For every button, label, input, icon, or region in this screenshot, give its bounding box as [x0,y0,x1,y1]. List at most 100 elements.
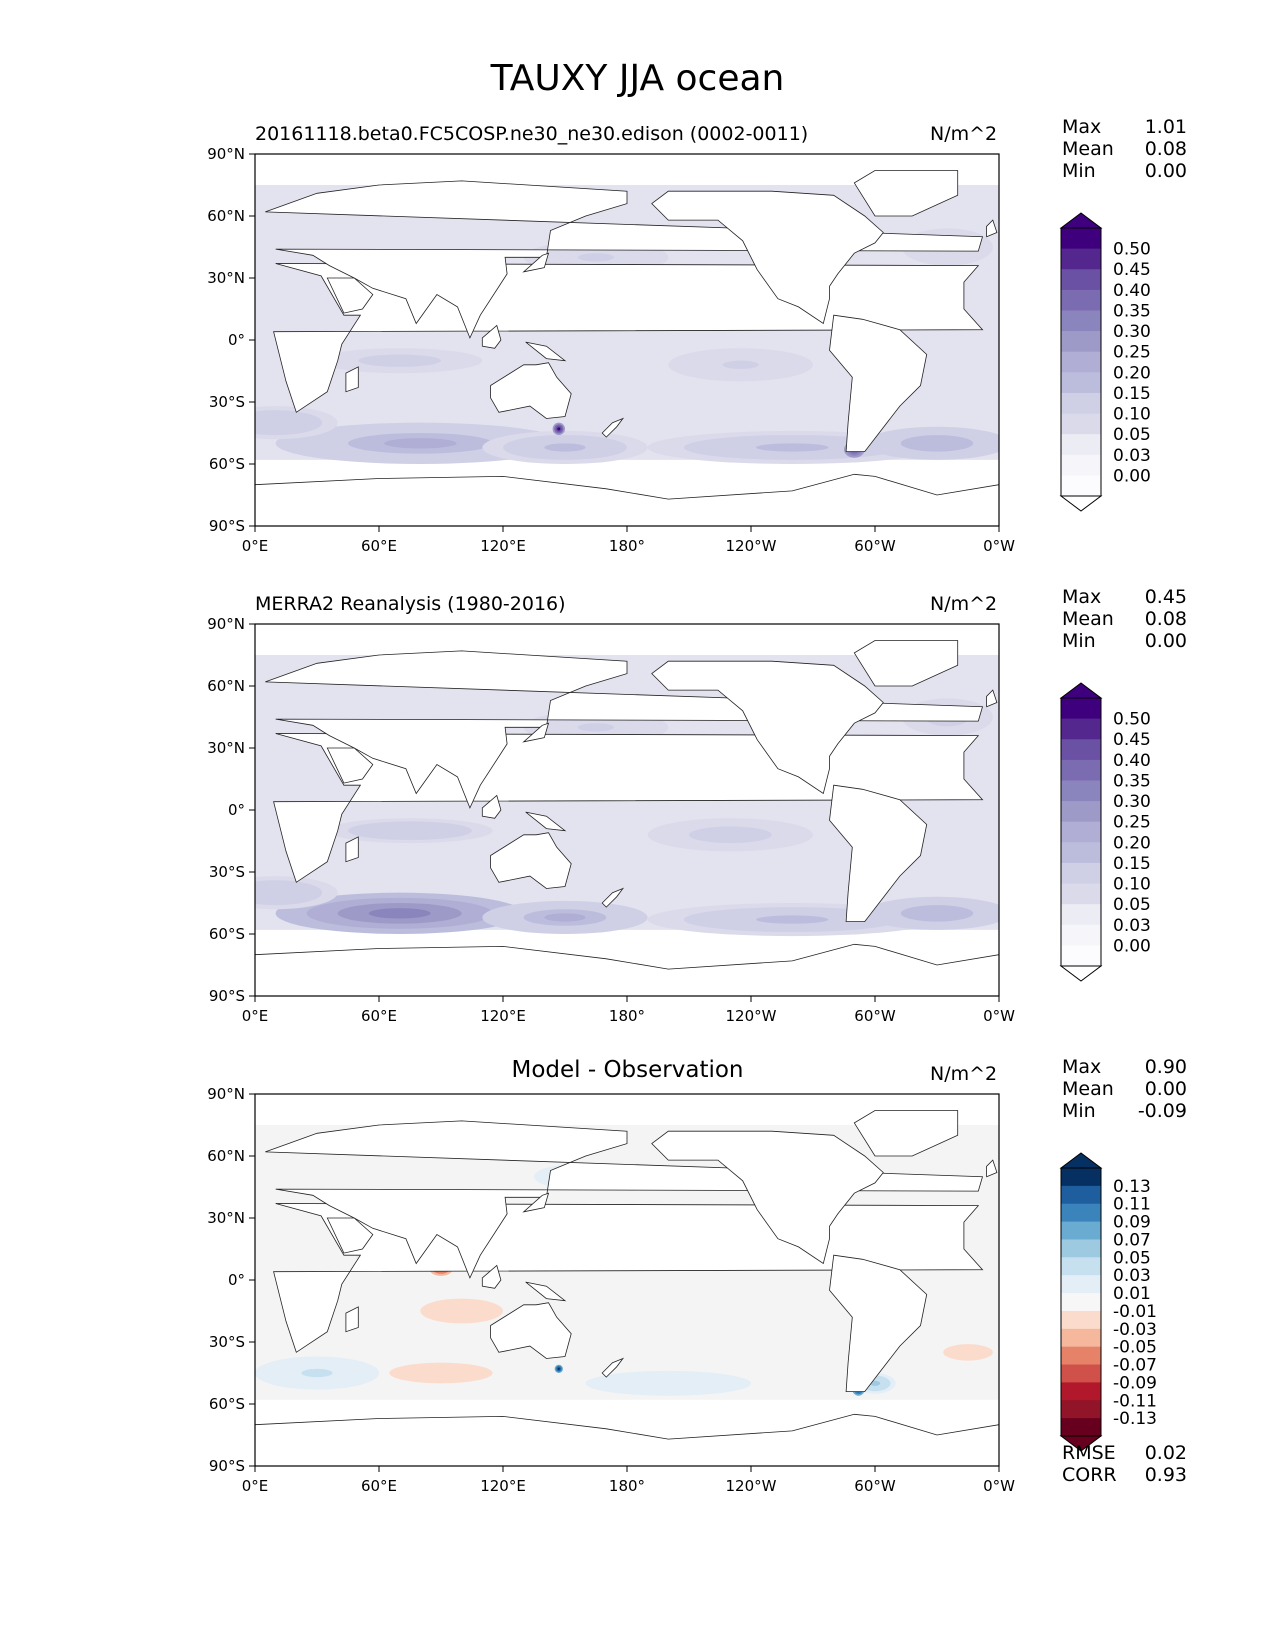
panel2-land-borneo [481,794,502,819]
panel3-rmse-value: 0.02 [1144,1442,1187,1464]
panel1-field-patch [756,443,829,452]
panel2-colorbar-segment [1061,821,1101,843]
panel1-colorbar-label: 0.45 [1113,260,1151,280]
panel3-land-japan [522,1192,550,1213]
panel2-colorbar-frame [1060,697,1102,967]
panel1-y-tick-label: 0° [228,331,245,349]
panel2-land-japan [522,722,550,743]
panel3-colorbar-label: 0.09 [1113,1213,1151,1233]
panel1-land-greenland [853,170,959,217]
panel3-x-tick-label: 60°E [361,1477,397,1495]
panel3-x-tick-label: 120°E [480,1477,526,1495]
panel3-colorbar-segment [1061,1239,1101,1258]
panel1-land-madagascar [345,366,359,393]
panel1-y-tick-label: 90°N [207,145,245,163]
panel2-colorbar-label: 0.30 [1113,792,1151,812]
panel3-colorbar-segment [1061,1257,1101,1276]
panel1-land-south-america [829,314,928,453]
panel3-field-patch [647,1380,689,1387]
panel3-land-madagascar [345,1306,359,1333]
panel3-corr-label: CORR [1062,1464,1117,1486]
panel1-field-patch [918,439,956,448]
panel3-max-label: Max [1062,1056,1102,1078]
panel3-colorbar-segment [1061,1418,1101,1437]
panel2-land-uk [986,689,998,708]
panel3-colorbar-segment [1061,1293,1101,1312]
panel2-colorbar-segment [1061,759,1101,782]
panel3-y-tick-label: 90°N [207,1085,245,1103]
panel1-y-tick-label: 60°N [207,207,245,225]
panel3-x-tick-label: 0°W [983,1477,1015,1495]
panel2-field-patch [544,913,586,922]
panel1-x-tick-label: 60°E [361,537,397,555]
panel1-colorbar-label: 0.50 [1113,240,1151,260]
panel3-y-tick-label: 90°S [209,1457,245,1475]
panel3-land-arabia [326,1217,374,1254]
panel1-colorbar-segment [1061,310,1101,332]
panel2-colorbar-label: 0.35 [1113,772,1151,792]
panel1-field-patch [379,357,421,364]
panel2-y-tick-label: 30°S [209,863,245,881]
panel2-colorbar-segment [1061,780,1101,802]
panel1-land-arabia [326,277,374,314]
panel1-mean-label: Mean [1062,138,1114,160]
panel2-y-tick-label: 90°S [209,987,245,1005]
panel3-field-patch [961,1350,975,1355]
panel3-colorbar-segment [1061,1400,1101,1419]
panel3-colorbar-label: 0.11 [1113,1195,1151,1215]
panel3-y-tick-label: 30°S [209,1333,245,1351]
panel3-colorbar-segment [1061,1221,1101,1241]
panel2-colorbar-label: 0.45 [1113,730,1151,750]
panel3-land-borneo [481,1264,502,1289]
panel2-colorbar-label: 0.03 [1113,916,1151,936]
panel2-field-patch [709,830,751,839]
panel1-colorbar-label: 0.10 [1113,405,1151,425]
panel1-field-patch [384,438,457,449]
panel1-left-title: 20161118.beta0.FC5COSP.ne30_ne30.edison … [255,123,809,145]
panel2-field-patch [918,909,956,918]
panel2-land-madagascar [345,836,359,863]
panel1-field-patch [260,418,292,427]
panel3-y-tick-label: 60°N [207,1147,245,1165]
panel1-colorbar-segment [1061,331,1101,353]
panel3-land-uk [986,1159,998,1178]
panel1-colorbar-segment [1061,392,1101,415]
panel2-colorbar-over-tip [1059,682,1103,699]
panel2-colorbar-segment [1061,698,1101,720]
panel3-field-patch [428,1370,454,1376]
panel3-colorbar-segment [1061,1346,1101,1366]
panel2-colorbar-segment [1061,883,1101,905]
panel2-land-new-guinea [525,811,567,832]
panel2-x-tick-label: 120°E [480,1007,526,1025]
panel2-min-label: Min [1062,630,1096,652]
panel3-x-tick-label: 180° [609,1477,645,1495]
panel2-land-south-america [829,784,928,922]
panel1-field-patch [577,253,615,262]
panel3-colorbar-segment [1061,1382,1101,1401]
panel1-colorbar-label: 0.00 [1113,466,1151,486]
panel3-corr-value: 0.93 [1144,1464,1187,1486]
panel2-colorbar-label: 0.25 [1113,813,1151,833]
panel3-colorbar-label: 0.13 [1113,1177,1151,1197]
panel1-max-label: Max [1062,116,1102,138]
panel2-colorbar-label: 0.00 [1113,936,1151,956]
panel3-colorbar-segment [1061,1203,1101,1223]
panel3-colorbar-segment [1061,1185,1101,1205]
panel1-colorbar-segment [1061,269,1101,291]
panel2-land-arabia [326,747,374,784]
panel1-colorbar-under-tip [1059,495,1103,512]
panel1-colorbar-segment [1061,434,1101,456]
panel1-x-tick-label: 60°W [854,537,896,555]
panel1-colorbar-label: 0.25 [1113,343,1151,363]
panel3-x-tick-label: 60°W [854,1477,896,1495]
panel1-y-tick-label: 90°S [209,517,245,535]
panel1-colorbar-segment [1061,413,1101,435]
panel2-colorbar-segment [1061,862,1101,885]
panel1-colorbar-over-tip [1059,212,1103,229]
panel2-x-tick-label: 120°W [726,1007,777,1025]
panel3-land-new-zealand [601,1357,625,1378]
panel2-colorbar-label: 0.40 [1113,751,1151,771]
panel2-colorbar-segment [1061,842,1101,864]
panel2-field-patch [389,827,431,834]
panel3-land-antarctica [255,1413,999,1466]
